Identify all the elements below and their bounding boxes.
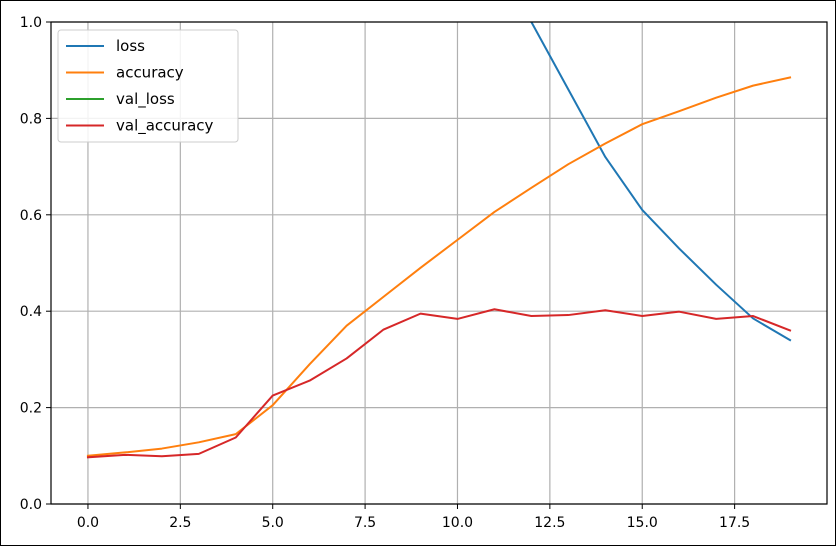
y-tick-label: 1.0 (20, 15, 42, 31)
plot-area-border (50, 21, 828, 505)
x-tick-label: 2.5 (169, 515, 191, 531)
axis-ticks: 0.0 2.5 5.0 7.5 10.0 12.5 15.0 17.5 0.0 0.2 0.4 0.6… (20, 15, 750, 531)
x-tick-label: 12.5 (534, 515, 565, 531)
x-tick-label: 17.5 (719, 515, 750, 531)
legend-box (57, 29, 239, 143)
y-tick-label: 0.2 (20, 401, 42, 417)
legend-label: val_accuracy (116, 117, 214, 136)
x-tick-label: 7.5 (354, 515, 376, 531)
x-tick-label: 5.0 (262, 515, 284, 531)
series-line-val-accuracy (86, 308, 792, 459)
legend-item-val-accuracy: val_accuracy (66, 117, 214, 136)
y-tick-label: 0.0 (20, 497, 42, 513)
legend-label: loss (116, 37, 145, 55)
legend-item-val-loss: val_loss (66, 90, 175, 109)
x-tick-label: 15.0 (627, 515, 658, 531)
legend-label: val_loss (116, 90, 175, 109)
legend-item-accuracy: accuracy (66, 64, 184, 82)
y-tick-label: 0.4 (20, 304, 42, 320)
x-tick-label: 10.0 (442, 515, 473, 531)
series-line-accuracy (86, 76, 792, 457)
y-tick-label: 0.6 (20, 208, 42, 224)
legend: loss accuracy val_loss val_accuracy (57, 29, 239, 143)
series-group (86, 22, 792, 459)
y-tick-label: 0.8 (20, 111, 42, 127)
legend-item-loss: loss (66, 37, 145, 55)
x-tick-label: 0.0 (77, 515, 99, 531)
series-line-loss (530, 22, 792, 342)
legend-label: accuracy (116, 64, 184, 82)
